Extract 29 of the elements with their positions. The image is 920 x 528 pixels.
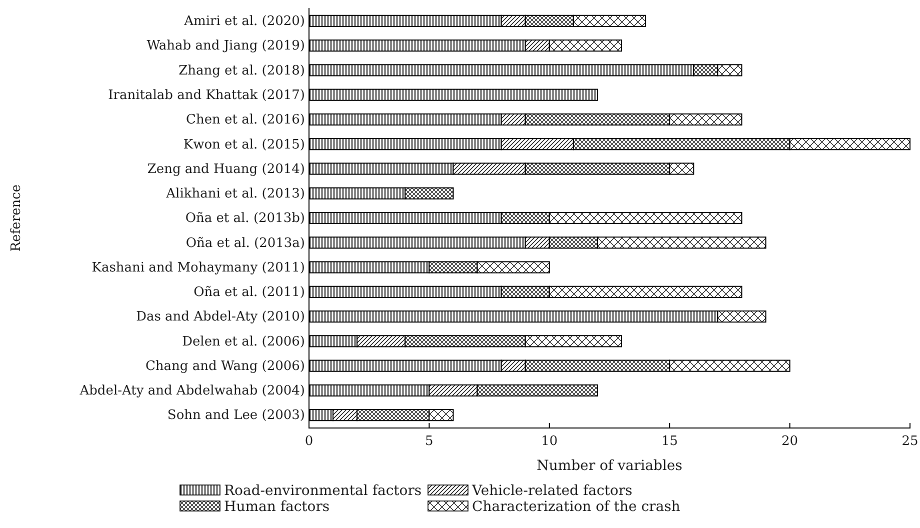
y-tick-label: Alikhani et al. (2013): [165, 186, 305, 202]
y-tick-label: Sohn and Lee (2003): [167, 408, 305, 424]
y-tick-label: Zeng and Huang (2014): [147, 162, 305, 177]
legend-label: Road-environmental factors: [224, 483, 422, 499]
x-tick-label: 10: [541, 434, 558, 450]
y-tick-label: Kashani and Mohaymany (2011): [92, 260, 305, 276]
x-tick-label: 0: [304, 434, 314, 450]
legend-label: Human factors: [224, 499, 330, 515]
y-tick-label: Chen et al. (2016): [186, 112, 305, 128]
x-tick-label: 25: [902, 434, 918, 450]
x-tick-label: 20: [782, 434, 798, 450]
y-tick-label: Amiri et al. (2020): [183, 14, 305, 30]
legend-label: Vehicle-related factors: [471, 483, 632, 499]
y-tick-label: Das and Abdel-Aty (2010): [136, 310, 305, 325]
y-tick-label: Zhang et al. (2018): [178, 63, 305, 78]
y-tick-label: Oña et al. (2011): [194, 285, 305, 300]
y-tick-label: Wahab and Jiang (2019): [146, 38, 305, 54]
y-tick-label: Oña et al. (2013a): [186, 236, 305, 251]
y-tick-label: Chang and Wang (2006): [145, 358, 305, 374]
y-axis-title: Reference: [9, 184, 24, 252]
x-tick-label: 5: [425, 434, 434, 450]
y-tick-label: Kwon et al. (2015): [183, 137, 305, 152]
x-axis-title: Number of variables: [536, 458, 682, 474]
y-tick-label: Iranitalab and Khattak (2017): [108, 88, 305, 103]
y-tick-label: Abdel-Aty and Abdelwahab (2004): [78, 384, 305, 399]
x-tick-label: 15: [661, 434, 678, 450]
y-tick-label: Oña et al. (2013b): [185, 211, 305, 226]
y-tick-label: Delen et al. (2006): [182, 334, 305, 350]
legend-label: Characterization of the crash: [472, 499, 680, 515]
